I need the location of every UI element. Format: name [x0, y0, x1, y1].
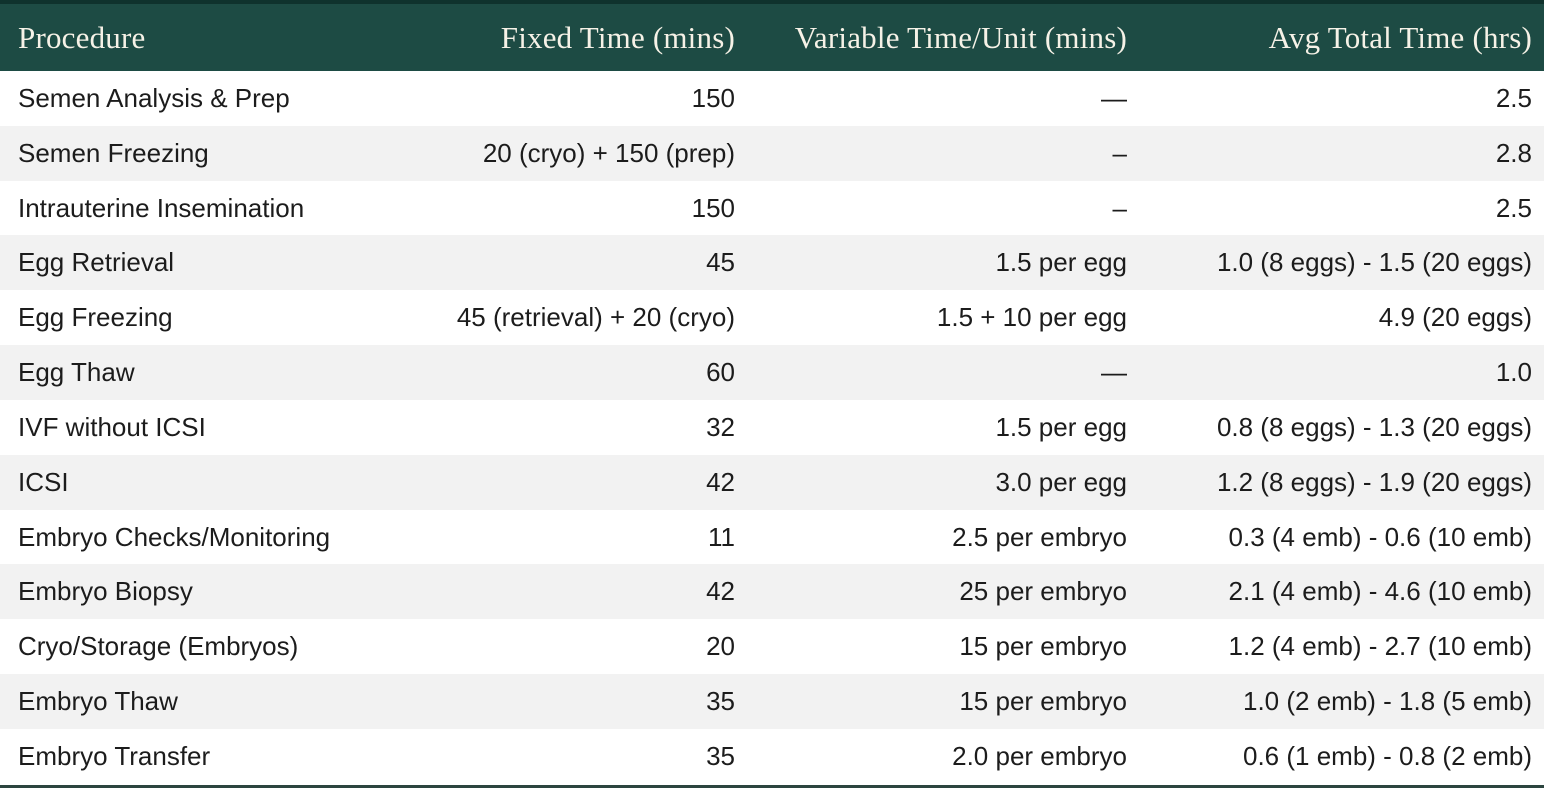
procedure-cell: IVF without ICSI — [18, 411, 206, 442]
header-row: Procedure Fixed Time (mins) Variable Tim… — [0, 2, 1544, 71]
variable-time-cell: 15 per embryo — [959, 686, 1127, 717]
fixed-time-cell: 60 — [706, 357, 735, 388]
avg-total-time-cell: 0.6 (1 emb) - 0.8 (2 emb) — [1243, 741, 1532, 772]
fixed-time-cell: 35 — [706, 741, 735, 772]
table-row: Embryo Checks/Monitoring 11 2.5 per embr… — [0, 509, 1544, 565]
table-row: Cryo/Storage (Embryos) 20 15 per embryo … — [0, 619, 1544, 675]
variable-time-cell: – — [1112, 192, 1127, 223]
column-header-procedure: Procedure — [18, 19, 146, 55]
avg-total-time-cell: 2.1 (4 emb) - 4.6 (10 emb) — [1228, 576, 1532, 607]
avg-total-time-cell: 2.5 — [1495, 192, 1532, 223]
table-body: Semen Analysis & Prep 150 — 2.5 Semen Fr… — [0, 71, 1544, 787]
variable-time-cell: 15 per embryo — [959, 631, 1127, 662]
table-row: Embryo Transfer 35 2.0 per embryo 0.6 (1… — [0, 728, 1544, 787]
table-row: Intrauterine Insemination 150 – 2.5 — [0, 180, 1544, 236]
avg-total-time-cell: 1.2 (4 emb) - 2.7 (10 emb) — [1228, 631, 1532, 662]
table-row: Egg Thaw 60 — 1.0 — [0, 345, 1544, 400]
fixed-time-cell: 45 (retrieval) + 20 (cryo) — [456, 302, 735, 333]
avg-total-time-cell: 1.0 — [1495, 357, 1532, 388]
fixed-time-cell: 150 — [691, 192, 735, 223]
variable-time-cell: — — [1101, 357, 1127, 388]
fixed-time-cell: 42 — [706, 576, 735, 607]
avg-total-time-cell: 0.3 (4 emb) - 0.6 (10 emb) — [1228, 521, 1532, 552]
table-header: Procedure Fixed Time (mins) Variable Tim… — [0, 2, 1544, 71]
fixed-time-cell: 150 — [691, 82, 735, 113]
procedure-cell: Intrauterine Insemination — [18, 192, 305, 223]
fixed-time-cell: 45 — [706, 247, 735, 278]
procedure-cell: Egg Thaw — [18, 357, 135, 388]
variable-time-cell: 1.5 per egg — [995, 247, 1127, 278]
procedure-cell: Embryo Thaw — [18, 686, 178, 717]
avg-total-time-cell: 2.5 — [1495, 82, 1532, 113]
column-header-avg-total-time: Avg Total Time (hrs) — [1268, 19, 1532, 55]
variable-time-cell: 3.0 per egg — [995, 466, 1127, 497]
procedure-cell: Embryo Checks/Monitoring — [18, 521, 331, 552]
column-header-variable-time: Variable Time/Unit (mins) — [794, 19, 1127, 55]
avg-total-time-cell: 4.9 (20 eggs) — [1378, 302, 1532, 333]
avg-total-time-cell: 1.0 (8 eggs) - 1.5 (20 eggs) — [1216, 247, 1532, 278]
variable-time-cell: — — [1101, 82, 1127, 113]
variable-time-cell: 2.0 per embryo — [952, 741, 1127, 772]
avg-total-time-cell: 2.8 — [1495, 137, 1532, 168]
avg-total-time-cell: 1.0 (2 emb) - 1.8 (5 emb) — [1243, 686, 1532, 717]
variable-time-cell: 25 per embryo — [959, 576, 1127, 607]
fixed-time-cell: 32 — [706, 411, 735, 442]
procedure-cell: ICSI — [18, 466, 69, 497]
procedure-cell: Semen Analysis & Prep — [18, 82, 290, 113]
fixed-time-cell: 20 (cryo) + 150 (prep) — [482, 137, 735, 168]
variable-time-cell: – — [1112, 137, 1127, 168]
procedure-cell: Semen Freezing — [18, 137, 209, 168]
table-row: Egg Freezing 45 (retrieval) + 20 (cryo) … — [0, 290, 1544, 346]
table-row: Embryo Biopsy 42 25 per embryo 2.1 (4 em… — [0, 564, 1544, 620]
table-row: Embryo Thaw 35 15 per embryo 1.0 (2 emb)… — [0, 674, 1544, 729]
variable-time-cell: 1.5 per egg — [995, 411, 1127, 442]
column-header-fixed-time: Fixed Time (mins) — [500, 19, 735, 55]
procedure-cell: Egg Freezing — [18, 302, 173, 333]
fixed-time-cell: 20 — [706, 631, 735, 662]
table-row: ICSI 42 3.0 per egg 1.2 (8 eggs) - 1.9 (… — [0, 454, 1544, 510]
table-row: Egg Retrieval 45 1.5 per egg 1.0 (8 eggs… — [0, 235, 1544, 291]
table-row: Semen Freezing 20 (cryo) + 150 (prep) – … — [0, 125, 1544, 181]
procedure-cell: Embryo Biopsy — [18, 576, 193, 607]
variable-time-cell: 1.5 + 10 per egg — [936, 302, 1127, 333]
procedure-cell: Embryo Transfer — [18, 741, 211, 772]
variable-time-cell: 2.5 per embryo — [952, 521, 1127, 552]
fixed-time-cell: 42 — [706, 466, 735, 497]
table-row: IVF without ICSI 32 1.5 per egg 0.8 (8 e… — [0, 399, 1544, 455]
avg-total-time-cell: 1.2 (8 eggs) - 1.9 (20 eggs) — [1216, 466, 1532, 497]
fixed-time-cell: 35 — [706, 686, 735, 717]
avg-total-time-cell: 0.8 (8 eggs) - 1.3 (20 eggs) — [1216, 411, 1532, 442]
procedure-cell: Cryo/Storage (Embryos) — [18, 631, 299, 662]
fixed-time-cell: 11 — [708, 521, 735, 552]
procedure-cell: Egg Retrieval — [18, 247, 175, 278]
table-row: Semen Analysis & Prep 150 — 2.5 — [0, 71, 1544, 126]
